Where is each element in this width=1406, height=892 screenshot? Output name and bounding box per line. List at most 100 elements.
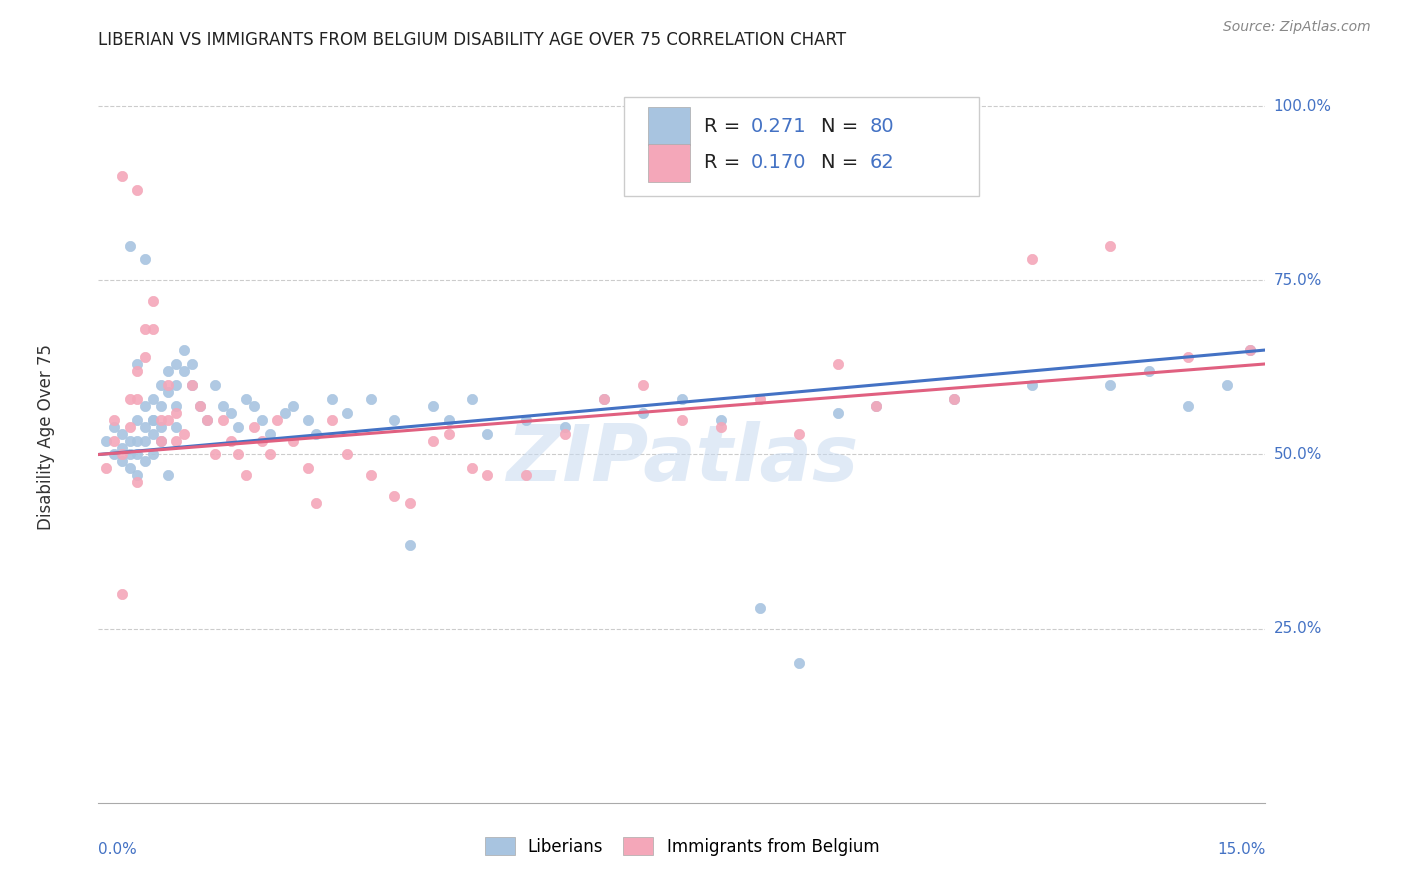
Point — [593, 392, 616, 406]
Point — [710, 412, 733, 426]
Point — [259, 426, 281, 441]
Point — [748, 600, 770, 615]
Point — [134, 434, 156, 448]
Point — [943, 392, 966, 406]
Point — [180, 377, 202, 392]
Point — [103, 419, 125, 434]
Point — [165, 399, 187, 413]
Point — [235, 468, 257, 483]
Point — [1137, 364, 1160, 378]
Point — [422, 434, 444, 448]
Point — [243, 399, 266, 413]
Point — [827, 357, 849, 371]
Point — [142, 426, 165, 441]
Point — [398, 496, 420, 510]
Point — [228, 419, 250, 434]
Point — [118, 461, 141, 475]
Point — [461, 461, 484, 475]
Point — [266, 412, 288, 426]
Point — [593, 392, 616, 406]
Point — [321, 412, 343, 426]
Point — [297, 412, 319, 426]
Point — [297, 461, 319, 475]
Point — [195, 412, 218, 426]
Point — [142, 412, 165, 426]
FancyBboxPatch shape — [648, 107, 690, 145]
Point — [149, 399, 172, 413]
Text: 80: 80 — [870, 117, 894, 136]
Point — [305, 496, 328, 510]
Point — [259, 448, 281, 462]
Text: R =: R = — [704, 153, 747, 172]
Point — [477, 468, 499, 483]
Point — [149, 434, 172, 448]
Point — [865, 399, 887, 413]
Point — [103, 434, 125, 448]
Point — [710, 419, 733, 434]
Text: 0.271: 0.271 — [751, 117, 807, 136]
Point — [360, 468, 382, 483]
Point — [157, 377, 180, 392]
Point — [118, 448, 141, 462]
Point — [631, 377, 654, 392]
Text: 50.0%: 50.0% — [1274, 447, 1322, 462]
Point — [173, 343, 195, 357]
Point — [336, 406, 359, 420]
Point — [103, 448, 125, 462]
Point — [111, 169, 134, 183]
Point — [554, 426, 576, 441]
Point — [180, 357, 202, 371]
Point — [142, 448, 165, 462]
Point — [228, 448, 250, 462]
Point — [127, 392, 149, 406]
Point — [1239, 343, 1261, 357]
Text: 62: 62 — [870, 153, 894, 172]
Point — [865, 399, 887, 413]
Point — [134, 399, 156, 413]
Point — [398, 538, 420, 552]
Point — [96, 434, 118, 448]
Point — [127, 448, 149, 462]
FancyBboxPatch shape — [648, 144, 690, 182]
Point — [157, 384, 180, 399]
Point — [382, 412, 405, 426]
Point — [134, 252, 156, 267]
Point — [127, 357, 149, 371]
Point — [142, 322, 165, 336]
Point — [134, 454, 156, 468]
Point — [127, 183, 149, 197]
Point — [219, 434, 242, 448]
Point — [787, 426, 810, 441]
Point — [250, 434, 273, 448]
Point — [360, 392, 382, 406]
Text: ZIPatlas: ZIPatlas — [506, 421, 858, 497]
Point — [671, 392, 693, 406]
Point — [1215, 377, 1237, 392]
Point — [748, 392, 770, 406]
Text: 0.0%: 0.0% — [98, 842, 138, 856]
Point — [212, 412, 235, 426]
Point — [321, 392, 343, 406]
Point — [188, 399, 211, 413]
Point — [111, 454, 134, 468]
Point — [111, 426, 134, 441]
Point — [515, 468, 537, 483]
Point — [134, 322, 156, 336]
Point — [118, 434, 141, 448]
Point — [274, 406, 297, 420]
Point — [827, 406, 849, 420]
Point — [671, 412, 693, 426]
Text: Source: ZipAtlas.com: Source: ZipAtlas.com — [1223, 20, 1371, 34]
Point — [787, 657, 810, 671]
Point — [149, 419, 172, 434]
Point — [943, 392, 966, 406]
Point — [173, 426, 195, 441]
Point — [111, 448, 134, 462]
Point — [1098, 377, 1121, 392]
Point — [149, 434, 172, 448]
Point — [127, 434, 149, 448]
Point — [127, 364, 149, 378]
Point — [281, 399, 304, 413]
Text: R =: R = — [704, 117, 747, 136]
Point — [437, 426, 460, 441]
